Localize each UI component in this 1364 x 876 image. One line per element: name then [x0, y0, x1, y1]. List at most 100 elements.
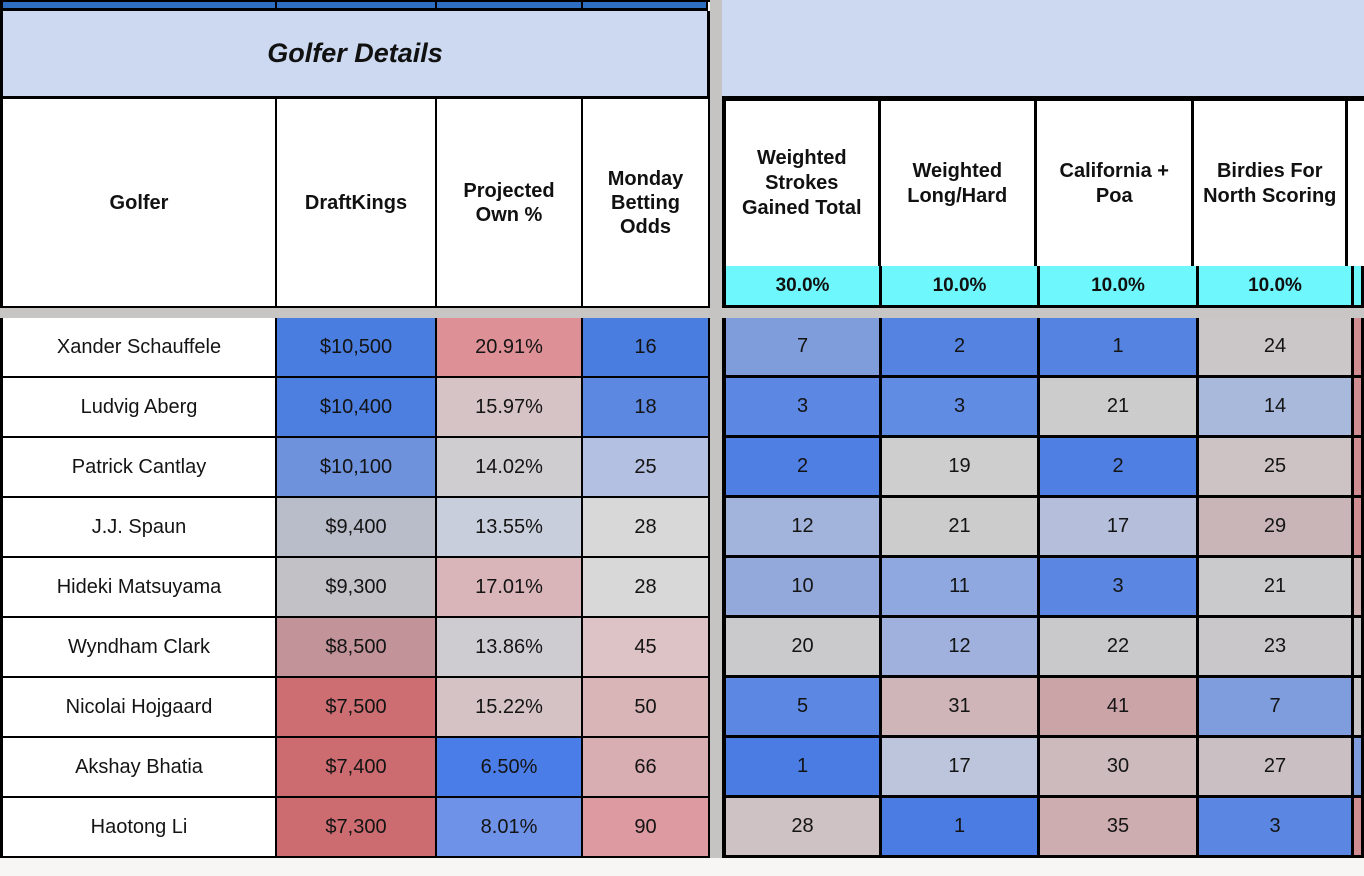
projected-own-cell[interactable]: 17.01% [437, 558, 583, 616]
draftkings-salary-cell[interactable]: $10,100 [277, 438, 437, 496]
california-poa-cell[interactable]: 3 [1040, 558, 1199, 615]
birdies-north-cell[interactable]: 23 [1199, 618, 1354, 675]
left-table-header: Golfer DraftKings Projected Own % Monday… [0, 99, 710, 308]
golfer-name-cell[interactable]: Ludvig Aberg [3, 378, 277, 436]
golfer-name-cell[interactable]: Haotong Li [3, 798, 277, 856]
weighted-longhard-cell[interactable]: 3 [882, 378, 1040, 435]
birdies-north-cell[interactable]: 24 [1199, 318, 1354, 375]
golfer-details-banner[interactable]: Golfer Details [0, 11, 710, 99]
california-poa-cell[interactable]: 2 [1040, 438, 1199, 495]
edge-partial-cell [1354, 678, 1364, 735]
draftkings-salary-cell[interactable]: $7,300 [277, 798, 437, 856]
california-poa-cell[interactable]: 1 [1040, 318, 1199, 375]
betting-odds-cell[interactable]: 66 [583, 738, 710, 796]
california-poa-cell[interactable]: 17 [1040, 498, 1199, 555]
birdies-north-cell[interactable]: 21 [1199, 558, 1354, 615]
birdies-north-cell[interactable]: 27 [1199, 738, 1354, 795]
col-header-golfer[interactable]: Golfer [3, 99, 277, 306]
birdies-north-cell[interactable]: 3 [1199, 798, 1354, 855]
weighted-sg-cell[interactable]: 10 [726, 558, 882, 615]
golfer-name-cell[interactable]: J.J. Spaun [3, 498, 277, 556]
weighted-longhard-cell[interactable]: 17 [882, 738, 1040, 795]
col-header-weighted-longhard[interactable]: Weighted Long/Hard [881, 101, 1037, 266]
betting-odds-cell[interactable]: 28 [583, 498, 710, 556]
left-table-body: Xander Schauffele $10,500 20.91% 16 Ludvig A… [0, 318, 710, 858]
draftkings-salary-cell[interactable]: $9,400 [277, 498, 437, 556]
edge-partial-cell [1354, 558, 1364, 615]
cutoff-cell [437, 2, 583, 11]
draftkings-salary-cell[interactable]: $10,400 [277, 378, 437, 436]
golfer-row: Hideki Matsuyama $9,300 17.01% 28 [3, 558, 710, 618]
projected-own-cell[interactable]: 13.86% [437, 618, 583, 676]
projected-own-cell[interactable]: 15.22% [437, 678, 583, 736]
california-poa-cell[interactable]: 30 [1040, 738, 1199, 795]
projected-own-cell[interactable]: 15.97% [437, 378, 583, 436]
betting-odds-cell[interactable]: 25 [583, 438, 710, 496]
projected-own-cell[interactable]: 20.91% [437, 318, 583, 376]
golfer-name-cell[interactable]: Akshay Bhatia [3, 738, 277, 796]
right-table-body: 7 2 1 24 3 3 21 14 2 19 2 25 12 21 17 29 10 11 3 21 20 12 22 23… [722, 318, 1364, 858]
col-header-weighted-sg[interactable]: Weighted Strokes Gained Total [726, 101, 881, 266]
weight-cell-california[interactable]: 10.0% [1040, 266, 1199, 305]
golfer-name-cell[interactable]: Wyndham Clark [3, 618, 277, 676]
weighted-sg-cell[interactable]: 28 [726, 798, 882, 855]
birdies-north-cell[interactable]: 25 [1199, 438, 1354, 495]
betting-odds-cell[interactable]: 45 [583, 618, 710, 676]
golfer-stats-row: 5 31 41 7 [726, 678, 1364, 738]
draftkings-salary-cell[interactable]: $7,500 [277, 678, 437, 736]
weighted-longhard-cell[interactable]: 19 [882, 438, 1040, 495]
weighted-sg-cell[interactable]: 1 [726, 738, 882, 795]
projected-own-cell[interactable]: 8.01% [437, 798, 583, 856]
col-header-birdies-north[interactable]: Birdies For North Scoring [1194, 101, 1348, 266]
weighted-longhard-cell[interactable]: 11 [882, 558, 1040, 615]
draftkings-salary-cell[interactable]: $10,500 [277, 318, 437, 376]
col-header-draftkings[interactable]: DraftKings [277, 99, 437, 306]
col-header-betting-odds[interactable]: Monday Betting Odds [583, 99, 710, 306]
weighted-longhard-cell[interactable]: 21 [882, 498, 1040, 555]
weighted-sg-cell[interactable]: 20 [726, 618, 882, 675]
betting-odds-cell[interactable]: 28 [583, 558, 710, 616]
weighted-longhard-cell[interactable]: 1 [882, 798, 1040, 855]
california-poa-cell[interactable]: 41 [1040, 678, 1199, 735]
weighted-sg-cell[interactable]: 2 [726, 438, 882, 495]
projected-own-cell[interactable]: 13.55% [437, 498, 583, 556]
golfer-stats-row: 3 3 21 14 [726, 378, 1364, 438]
projected-own-cell[interactable]: 14.02% [437, 438, 583, 496]
golfer-name-cell[interactable]: Nicolai Hojgaard [3, 678, 277, 736]
weighted-sg-cell[interactable]: 12 [726, 498, 882, 555]
golfer-row: Patrick Cantlay $10,100 14.02% 25 [3, 438, 710, 498]
weight-cell-birdies[interactable]: 10.0% [1199, 266, 1354, 305]
golfer-row: Xander Schauffele $10,500 20.91% 16 [3, 318, 710, 378]
edge-partial-cell [1354, 318, 1364, 375]
projected-own-cell[interactable]: 6.50% [437, 738, 583, 796]
birdies-north-cell[interactable]: 7 [1199, 678, 1354, 735]
betting-odds-cell[interactable]: 50 [583, 678, 710, 736]
col-header-california-poa[interactable]: California + Poa [1037, 101, 1195, 266]
draftkings-salary-cell[interactable]: $7,400 [277, 738, 437, 796]
golfer-stats-row: 12 21 17 29 [726, 498, 1364, 558]
weighted-sg-cell[interactable]: 5 [726, 678, 882, 735]
california-poa-cell[interactable]: 21 [1040, 378, 1199, 435]
edge-partial-cell [1354, 618, 1364, 675]
weight-cell-longhard[interactable]: 10.0% [882, 266, 1040, 305]
weighted-longhard-cell[interactable]: 31 [882, 678, 1040, 735]
betting-odds-cell[interactable]: 18 [583, 378, 710, 436]
weighted-longhard-cell[interactable]: 2 [882, 318, 1040, 375]
draftkings-salary-cell[interactable]: $8,500 [277, 618, 437, 676]
weighted-sg-cell[interactable]: 3 [726, 378, 882, 435]
golfer-name-cell[interactable]: Hideki Matsuyama [3, 558, 277, 616]
golfer-name-cell[interactable]: Patrick Cantlay [3, 438, 277, 496]
col-header-projected-own[interactable]: Projected Own % [437, 99, 583, 306]
betting-odds-cell[interactable]: 90 [583, 798, 710, 856]
betting-odds-cell[interactable]: 16 [583, 318, 710, 376]
california-poa-cell[interactable]: 35 [1040, 798, 1199, 855]
birdies-north-cell[interactable]: 14 [1199, 378, 1354, 435]
california-poa-cell[interactable]: 22 [1040, 618, 1199, 675]
golfer-name-cell[interactable]: Xander Schauffele [3, 318, 277, 376]
weighted-sg-cell[interactable]: 7 [726, 318, 882, 375]
birdies-north-cell[interactable]: 29 [1199, 498, 1354, 555]
edge-partial-cell [1354, 438, 1364, 495]
weight-cell-sg[interactable]: 30.0% [726, 266, 882, 305]
draftkings-salary-cell[interactable]: $9,300 [277, 558, 437, 616]
weighted-longhard-cell[interactable]: 12 [882, 618, 1040, 675]
